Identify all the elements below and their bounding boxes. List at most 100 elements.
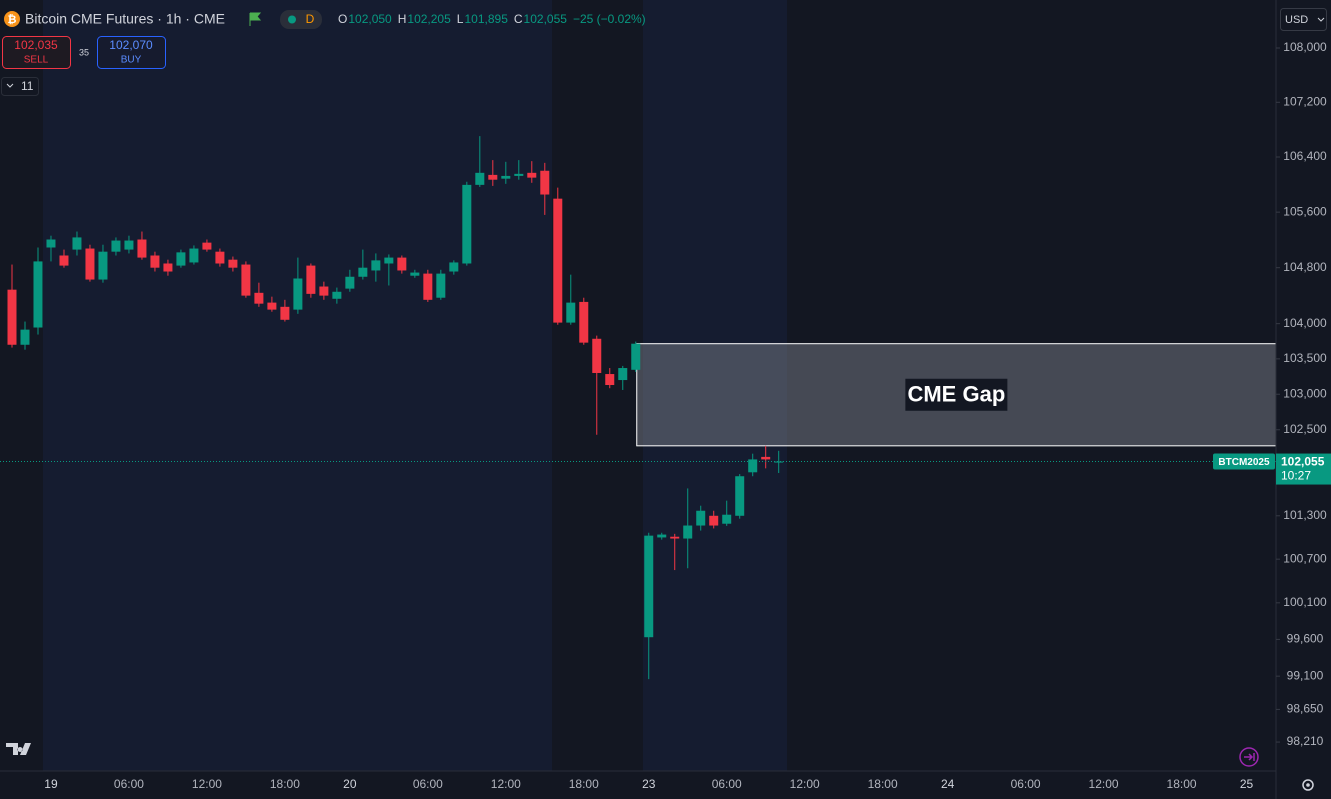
candle-body [540,170,550,195]
y-tick-label: 99,600 [1287,632,1324,646]
symbol-tag-label: BTCM2025 [1218,457,1270,468]
currency-select[interactable] [1280,8,1327,31]
ohlc-value: 102,205 [407,12,451,26]
currency: USD [1285,14,1308,26]
y-tick-label: 103,500 [1283,351,1327,365]
candle-body [423,273,433,300]
flag-icon[interactable] [249,12,262,26]
x-tick-label: 06:00 [114,777,144,791]
price-tag-label: 102,055 [1281,455,1325,469]
x-tick-label: 12:00 [1089,777,1119,791]
price-tag [1276,453,1331,485]
chevron-icon [6,83,14,88]
candle-body [358,267,368,277]
candle-body [501,175,511,179]
candle-body [137,239,147,258]
candle-body [111,240,121,252]
candle-body [254,292,264,304]
symbol-icon-glyph: ₿ [8,14,17,26]
settings-button[interactable] [1302,779,1314,791]
candle-body [176,252,186,266]
candle-body [722,514,732,524]
gap-label: CME Gap [907,382,1005,407]
candle-body [761,456,771,460]
y-tick-label: 98,650 [1287,702,1324,716]
candle-body [462,184,472,264]
candle-body [59,255,69,266]
candle-body [618,368,628,381]
scroll-to-realtime[interactable] [1239,747,1259,767]
x-tick-label: 12:00 [192,777,222,791]
candle-body [319,286,329,296]
candle-body [280,306,290,320]
status-pill[interactable] [280,10,322,29]
ohlc-key: H [398,12,407,26]
candle-body [46,239,56,248]
y-tick-label: 103,000 [1283,386,1327,400]
x-tick-label: 25 [1240,777,1254,791]
y-tick-label: 106,400 [1283,149,1327,163]
candle-body [488,174,498,180]
candle-body [436,273,446,298]
candle-body [579,301,589,343]
x-tick-label: 23 [642,777,656,791]
sell-button[interactable] [2,36,71,69]
candle-body [124,240,134,250]
plot-area: CME Gap [0,136,1277,680]
arrow-icon [1244,753,1255,761]
candle-body [345,276,355,289]
y-tick-label: 101,300 [1283,508,1327,522]
buy-label: BUY [121,55,142,66]
candle-body [410,272,420,276]
candle-body [670,536,680,539]
gap-label-bg [905,378,1008,411]
y-tick-label: 104,000 [1283,316,1327,330]
candle-body [735,476,745,516]
ohlc-key: L [457,12,464,26]
y-tick-label: 100,700 [1283,551,1327,565]
ohlc-key: C [514,12,523,26]
candle-body [267,302,277,310]
ohlc-value: 102,055 [524,12,568,26]
candle-body [657,534,667,538]
y-tick-label: 108,000 [1283,40,1327,54]
spread: 35 [79,47,89,57]
candle-body [20,329,30,345]
candle-body [33,261,43,328]
candle-body [202,242,212,250]
ohlc-value: 101,895 [464,12,508,26]
candle-body [774,461,784,463]
interval-badge: D [306,12,315,26]
axes: 108,000 107,200 106,400 105,600 104,800 104,0… [44,40,1331,791]
x-tick-label: 18:00 [868,777,898,791]
candle-body [72,237,82,250]
y-tick-label: 102,500 [1283,422,1327,436]
logo[interactable] [6,743,31,755]
candle-body [514,173,524,176]
settings-icon [1306,783,1310,787]
x-tick-label: 20 [343,777,357,791]
buy-button[interactable] [97,36,166,69]
candle-body [7,289,17,345]
indicators-toggle[interactable] [1,77,39,96]
y-tick-label: 104,800 [1283,260,1327,274]
x-tick-label: 06:00 [413,777,443,791]
countdown: 10:27 [1281,469,1311,483]
candle-body [748,459,758,473]
candle-body [605,374,615,386]
candle-body [189,248,199,263]
chart-title[interactable]: Bitcoin CME Futures · 1h · CME [25,11,225,27]
ohlc-key: O [338,12,347,26]
x-tick-label: 06:00 [1011,777,1041,791]
candle-body [449,262,459,272]
candle-body [566,302,576,323]
ohlc-value: 102,050 [348,12,392,26]
x-tick-label: 06:00 [712,777,742,791]
y-tick-label: 100,100 [1283,595,1327,609]
x-tick-label: 18:00 [270,777,300,791]
y-tick-label: 105,600 [1283,204,1327,218]
candle-body [475,172,485,185]
sell-price: 102,035 [14,38,58,52]
